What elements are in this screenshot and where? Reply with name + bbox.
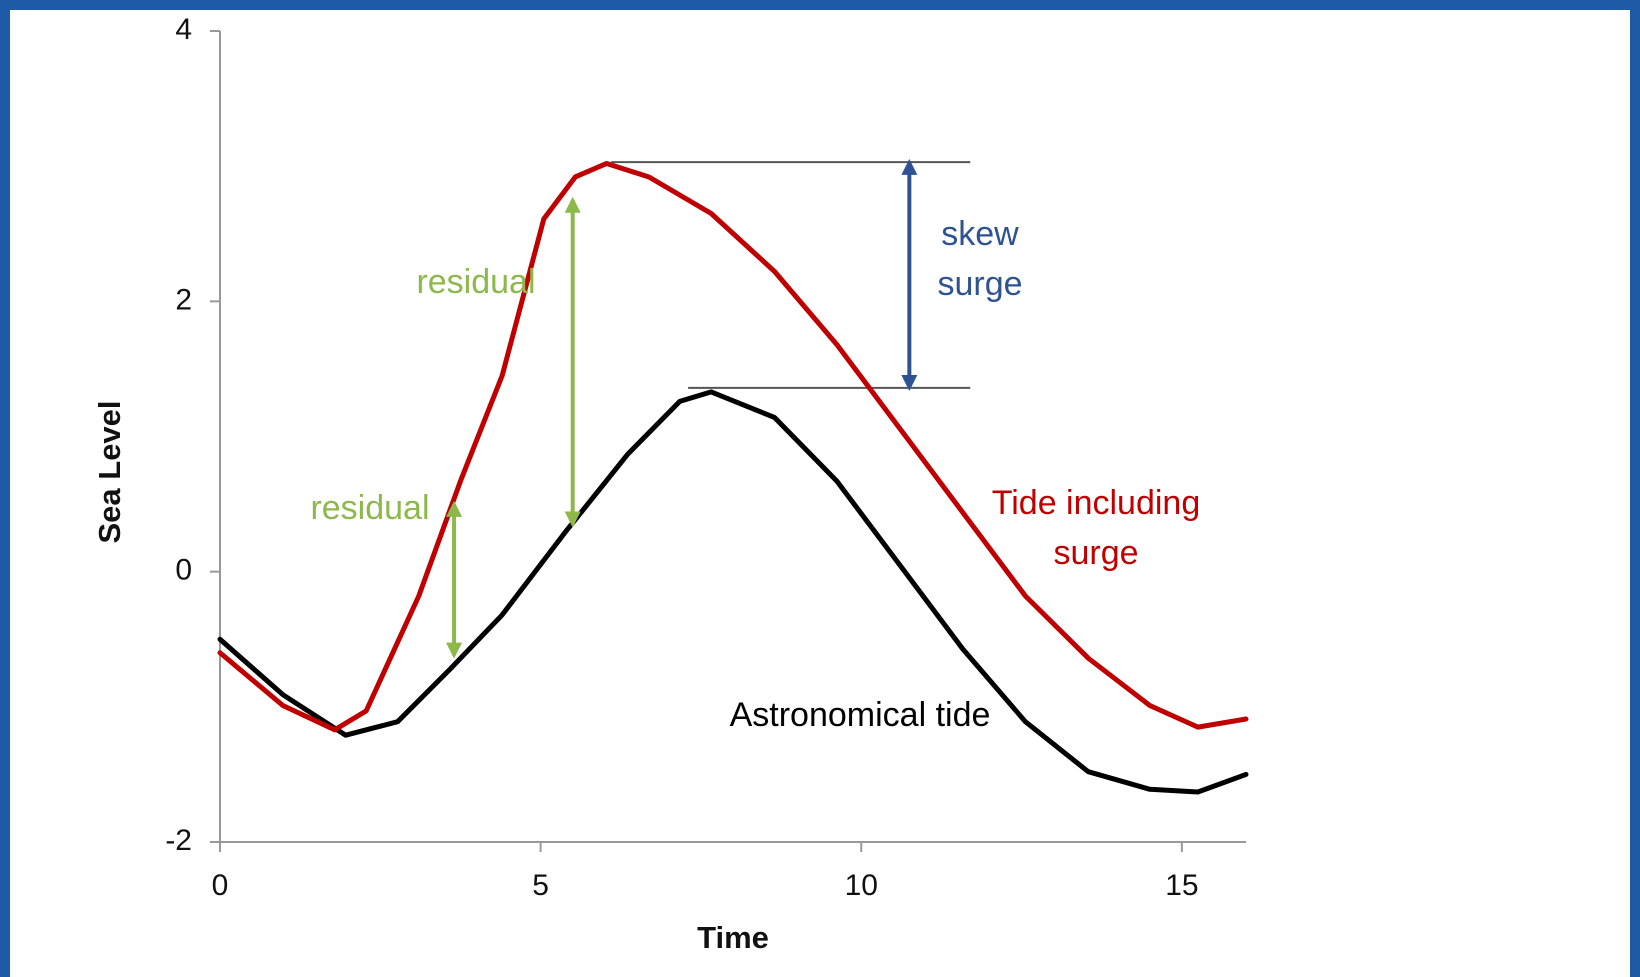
annotation-line: skew — [941, 215, 1019, 253]
x-tick-label: 10 — [845, 869, 878, 902]
y-tick-label: 4 — [175, 13, 192, 46]
y-tick-label: -2 — [165, 824, 192, 857]
annotation-line: Tide including — [992, 484, 1201, 522]
annotation-line: surge — [937, 265, 1022, 303]
series-line — [217, 389, 1249, 795]
series-line — [217, 160, 1249, 733]
annotation-line: surge — [1053, 534, 1138, 572]
annotation: residual — [416, 263, 535, 301]
x-axis-label: Time — [697, 920, 769, 955]
annotation: Tide including surge — [992, 484, 1201, 572]
y-axis-label: Sea Level — [92, 400, 127, 543]
annotation-line: residual — [416, 263, 535, 301]
x-tick-label: 0 — [212, 869, 229, 902]
annotation: Astronomical tide — [730, 696, 991, 734]
x-tick-label: 5 — [532, 869, 549, 902]
annotation: residual — [310, 489, 429, 527]
x-tick-label: 15 — [1165, 869, 1198, 902]
annotation-line: Astronomical tide — [730, 696, 991, 734]
y-tick-label: 0 — [175, 554, 192, 587]
annotation: skew surge — [937, 215, 1022, 303]
y-tick-label: 2 — [175, 283, 192, 316]
annotation-line: residual — [310, 489, 429, 527]
